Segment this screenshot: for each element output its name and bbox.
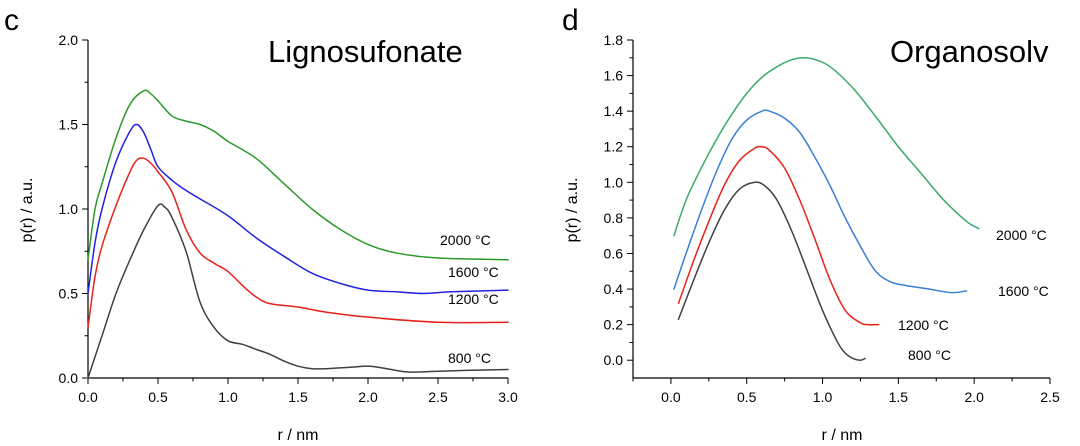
series-line-d-1600c (673, 109, 968, 294)
y-tick-label-c: 1.0 (59, 201, 79, 217)
series-line-c-2000c (87, 89, 509, 261)
x-tick-label-c: 0.0 (78, 389, 98, 405)
x-tick-label-c: 2.0 (358, 389, 378, 405)
series-label-d-2000c: 2000 °C (996, 227, 1047, 243)
y-tick-label-d: 1.6 (604, 68, 624, 84)
y-tick-label-d: 1.0 (604, 174, 624, 190)
y-tick-label-c: 0.0 (59, 370, 79, 386)
chart-title-organosolv: Organosolv (890, 34, 1049, 69)
y-tick-label-d: 0.0 (604, 352, 624, 368)
x-tick-label-d: 2.0 (964, 389, 984, 405)
plot-area-c: 0.0 0.5 1.0 1.5 2.0 2.5 3.0 0.0 0.5 1.0 1.5 2.0 800 … (59, 32, 518, 405)
y-axis-title-c: p(r) / a.u. (19, 178, 36, 243)
plot-area-d: 0.0 0.5 1.0 1.5 2.0 2.5 0.0 0.2 0.4 0.6 0.8 1.0 1.2 1… (604, 32, 1060, 405)
y-tick-label-d: 0.4 (604, 281, 624, 297)
x-tick-label-c: 1.5 (288, 389, 308, 405)
y-axis-title-d: p(r) / a.u. (564, 178, 581, 243)
y-tick-label-d: 0.2 (604, 317, 624, 333)
x-axis-title-d: r / nm (822, 427, 863, 444)
x-tick-label-d: 1.5 (889, 389, 909, 405)
x-tick-label-d: 0.5 (737, 389, 757, 405)
panel-letter-d: d (562, 4, 579, 37)
series-line-c-1200c (87, 157, 509, 329)
x-tick-label-c: 2.5 (428, 389, 448, 405)
x-tick-label-d: 2.5 (1040, 389, 1060, 405)
series-line-c-800c (87, 203, 509, 379)
panel-c: c Lignosufonate 0.0 0.5 1.0 1.5 2.0 2.5 3.00.0… (4, 4, 518, 444)
y-tick-label-d: 1.8 (604, 32, 624, 48)
y-tick-label-d: 1.4 (604, 103, 624, 119)
series-label-c-1200c: 1200 °C (448, 291, 499, 307)
series-line-d-800c (677, 181, 866, 361)
series-label-d-800c: 800 °C (908, 347, 951, 363)
series-line-d-2000c (673, 57, 980, 237)
x-tick-label-c: 0.5 (148, 389, 168, 405)
x-axis-title-c: r / nm (278, 427, 319, 444)
series-label-c-1600c: 1600 °C (448, 264, 499, 280)
x-tick-label-c: 3.0 (498, 389, 518, 405)
series-label-d-1200c: 1200 °C (898, 317, 949, 333)
series-label-c-800c: 800 °C (448, 350, 491, 366)
series-line-d-1200c (677, 145, 880, 326)
series-line-c-1600c (87, 123, 509, 295)
series-label-c-2000c: 2000 °C (440, 232, 491, 248)
y-tick-label-c: 1.5 (59, 117, 79, 133)
y-tick-label-d: 1.2 (604, 139, 624, 155)
panel-d: d Organosolv 0.0 0.5 1.0 1.5 2.0 2.5 0.0 0.2 0.4… (562, 4, 1060, 444)
y-tick-label-c: 2.0 (59, 32, 79, 48)
x-tick-label-d: 0.0 (661, 389, 681, 405)
panel-letter-c: c (4, 4, 19, 37)
series-label-d-1600c: 1600 °C (998, 283, 1049, 299)
x-tick-label-d: 1.0 (813, 389, 833, 405)
y-tick-label-d: 0.6 (604, 245, 624, 261)
y-tick-label-d: 0.8 (604, 210, 624, 226)
y-tick-label-c: 0.5 (59, 286, 79, 302)
x-tick-label-c: 1.0 (218, 389, 238, 405)
chart-title-lignosulfonate: Lignosufonate (268, 34, 463, 69)
